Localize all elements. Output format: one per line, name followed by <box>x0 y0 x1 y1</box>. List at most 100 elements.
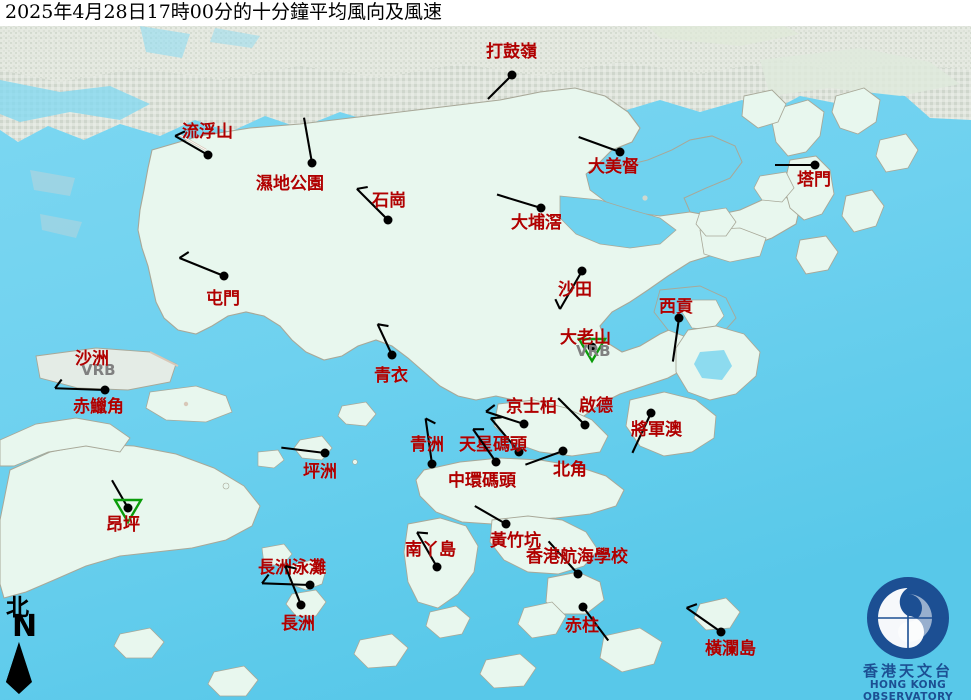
station-name-label: 啟德 <box>579 396 613 416</box>
station-name-label: 沙洲 <box>75 349 109 369</box>
mainland-landmass <box>0 10 971 238</box>
station-dot <box>296 600 306 610</box>
station-name-label: 大老山 <box>560 328 611 348</box>
station-dot <box>536 203 546 213</box>
station-name-label: 中環碼頭 <box>448 471 516 491</box>
station-name-label: 昂坪 <box>106 515 140 535</box>
station-dot <box>514 447 524 457</box>
page-title: 2025年4月28日17時00分的十分鐘平均風向及風速 <box>5 1 442 23</box>
station-name-label: 青衣 <box>374 366 408 386</box>
station-dot <box>558 446 568 456</box>
station-dot <box>519 419 529 429</box>
station-name-label: 大美督 <box>588 157 639 177</box>
new-territories-landmass <box>137 87 801 457</box>
station-dot <box>123 503 133 513</box>
hko-name-cn: 香港天文台 <box>862 662 953 680</box>
lantau-island <box>0 347 377 599</box>
station-name-label: 青洲 <box>410 435 444 455</box>
station-dot <box>432 562 442 572</box>
station-dot <box>203 150 213 160</box>
station-dot <box>578 602 588 612</box>
station-dot <box>810 160 820 170</box>
station-name-label: 石崗 <box>372 191 406 211</box>
station-dot <box>615 147 625 157</box>
station-dot <box>573 569 583 579</box>
station-vrb-label: VRB <box>81 361 116 379</box>
station-name-label: 將軍澳 <box>631 420 682 440</box>
station-name-label: 西貢 <box>659 297 693 317</box>
station-dot <box>219 271 229 281</box>
northeast-islands <box>695 87 919 275</box>
station-dot <box>427 459 437 469</box>
station-name-label: 流浮山 <box>182 122 233 142</box>
station-dot <box>307 158 317 168</box>
station-dot <box>387 350 397 360</box>
station-dot <box>491 457 501 467</box>
hko-logo: 香港天文台 HONG KONG OBSERVATORY <box>848 576 968 700</box>
station-dot <box>587 342 597 352</box>
hko-swirl-logo-icon <box>867 577 949 659</box>
variable-wind-triangle-icon <box>576 337 608 364</box>
station-dot <box>507 70 517 80</box>
station-dot <box>674 313 684 323</box>
station-name-label: 長洲 <box>281 614 315 634</box>
station-dot <box>716 627 726 637</box>
station-name-label: 屯門 <box>206 289 240 309</box>
station-dot <box>580 420 590 430</box>
compass-rose: 北 N <box>2 588 72 698</box>
compass-north-cn: 北 <box>6 594 29 621</box>
station-dot <box>383 215 393 225</box>
station-name-label: 黃竹坑 <box>490 531 541 551</box>
station-name-label: 橫瀾島 <box>705 639 756 659</box>
station-name-label: 大埔滘 <box>511 213 562 233</box>
station-name-label: 赤鱲角 <box>73 397 124 417</box>
compass-needle-icon <box>6 642 32 694</box>
station-name-label: 天星碼頭 <box>459 435 527 455</box>
station-name-label: 南丫島 <box>405 540 456 560</box>
station-name-label: 赤柱 <box>565 616 599 636</box>
station-name-label: 京士柏 <box>506 397 557 417</box>
compass-north-en: N <box>12 609 38 644</box>
station-dot <box>577 266 587 276</box>
station-dot <box>305 580 315 590</box>
station-name-label: 長洲泳灘 <box>258 558 326 578</box>
station-dot <box>646 408 656 418</box>
station-dot <box>501 519 511 529</box>
variable-wind-triangle-icon <box>112 498 144 525</box>
title-background <box>0 0 971 26</box>
station-dot <box>100 385 110 395</box>
hko-name-en: HONG KONG OBSERVATORY <box>862 679 954 700</box>
station-vrb-label: VRB <box>576 342 611 360</box>
station-name-label: 沙田 <box>558 280 592 300</box>
station-name-label: 坪洲 <box>303 462 337 482</box>
station-name-label: 塔門 <box>797 170 831 190</box>
